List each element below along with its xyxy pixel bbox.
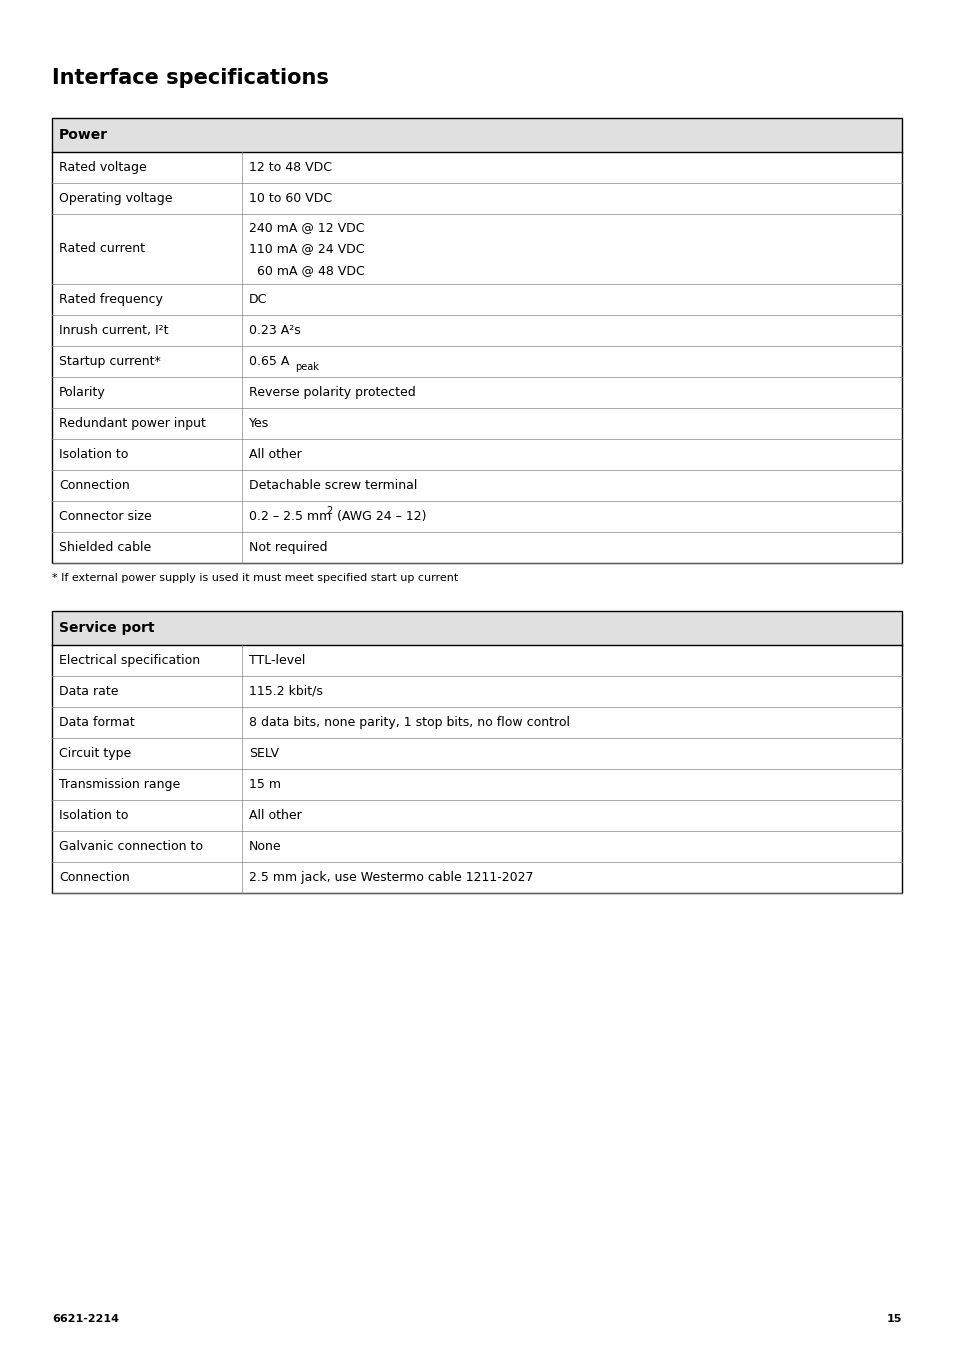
Text: Connector size: Connector size	[59, 510, 152, 523]
Text: Operating voltage: Operating voltage	[59, 192, 172, 204]
Text: 115.2 kbit/s: 115.2 kbit/s	[249, 685, 322, 699]
Text: Redundant power input: Redundant power input	[59, 417, 206, 431]
Text: 6621-2214: 6621-2214	[52, 1313, 119, 1324]
Text: 12 to 48 VDC: 12 to 48 VDC	[249, 161, 332, 175]
Text: 10 to 60 VDC: 10 to 60 VDC	[249, 192, 332, 204]
Text: 0.2 – 2.5 mm: 0.2 – 2.5 mm	[249, 510, 331, 523]
Text: Power: Power	[59, 129, 108, 142]
Text: None: None	[249, 839, 281, 853]
Text: Reverse polarity protected: Reverse polarity protected	[249, 386, 416, 399]
Text: 2: 2	[326, 505, 332, 516]
Text: SELV: SELV	[249, 747, 278, 760]
Text: 110 mA @ 24 VDC: 110 mA @ 24 VDC	[249, 242, 364, 256]
Bar	[52, 118, 901, 152]
Text: Transmission range: Transmission range	[59, 779, 180, 791]
Text: All other: All other	[249, 448, 301, 460]
Text: 240 mA @ 12 VDC: 240 mA @ 12 VDC	[249, 221, 364, 234]
Text: * If external power supply is used it must meet specified start up current: * If external power supply is used it mu…	[52, 573, 457, 584]
Text: 0.65 A: 0.65 A	[249, 355, 289, 368]
Text: Detachable screw terminal: Detachable screw terminal	[249, 479, 417, 492]
Text: Electrical specification: Electrical specification	[59, 654, 200, 668]
Text: 2.5 mm jack, use Westermo cable 1211-2027: 2.5 mm jack, use Westermo cable 1211-202…	[249, 871, 533, 884]
Text: Isolation to: Isolation to	[59, 448, 129, 460]
Text: Galvanic connection to: Galvanic connection to	[59, 839, 203, 853]
Text: Not required: Not required	[249, 542, 327, 554]
Text: peak: peak	[294, 362, 318, 371]
Text: Rated current: Rated current	[59, 242, 145, 256]
Bar	[52, 611, 901, 645]
Text: Yes: Yes	[249, 417, 269, 431]
Text: Startup current*: Startup current*	[59, 355, 161, 368]
Text: Service port: Service port	[59, 621, 154, 635]
Text: 60 mA @ 48 VDC: 60 mA @ 48 VDC	[249, 264, 364, 276]
Text: Connection: Connection	[59, 871, 130, 884]
Text: Isolation to: Isolation to	[59, 808, 129, 822]
Text: TTL-level: TTL-level	[249, 654, 305, 668]
Text: 15 m: 15 m	[249, 779, 281, 791]
Text: (AWG 24 – 12): (AWG 24 – 12)	[333, 510, 426, 523]
Text: Shielded cable: Shielded cable	[59, 542, 152, 554]
Text: 8 data bits, none parity, 1 stop bits, no flow control: 8 data bits, none parity, 1 stop bits, n…	[249, 716, 569, 728]
Text: Interface specifications: Interface specifications	[52, 68, 329, 88]
Text: DC: DC	[249, 292, 267, 306]
Bar	[52, 118, 901, 563]
Text: Circuit type: Circuit type	[59, 747, 132, 760]
Text: Data rate: Data rate	[59, 685, 118, 699]
Bar	[52, 611, 901, 894]
Text: Polarity: Polarity	[59, 386, 106, 399]
Text: Data format: Data format	[59, 716, 134, 728]
Text: All other: All other	[249, 808, 301, 822]
Text: Connection: Connection	[59, 479, 130, 492]
Text: Rated frequency: Rated frequency	[59, 292, 163, 306]
Text: 15: 15	[885, 1313, 901, 1324]
Text: Rated voltage: Rated voltage	[59, 161, 147, 175]
Text: Inrush current, I²t: Inrush current, I²t	[59, 324, 169, 337]
Text: 0.23 A²s: 0.23 A²s	[249, 324, 300, 337]
